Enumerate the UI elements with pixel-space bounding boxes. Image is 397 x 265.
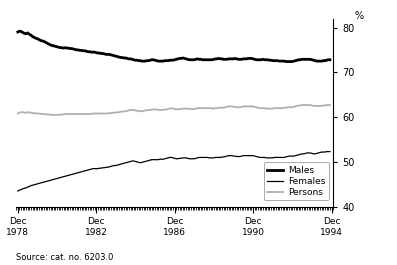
Legend: Males, Females, Persons: Males, Females, Persons: [264, 162, 329, 200]
Text: Source: cat. no. 6203.0: Source: cat. no. 6203.0: [16, 253, 113, 262]
Y-axis label: %: %: [355, 11, 363, 21]
